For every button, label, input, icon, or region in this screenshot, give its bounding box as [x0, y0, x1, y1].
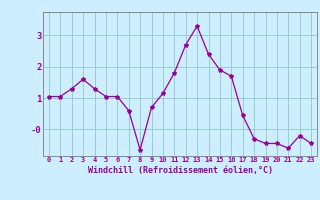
X-axis label: Windchill (Refroidissement éolien,°C): Windchill (Refroidissement éolien,°C)	[87, 166, 273, 175]
